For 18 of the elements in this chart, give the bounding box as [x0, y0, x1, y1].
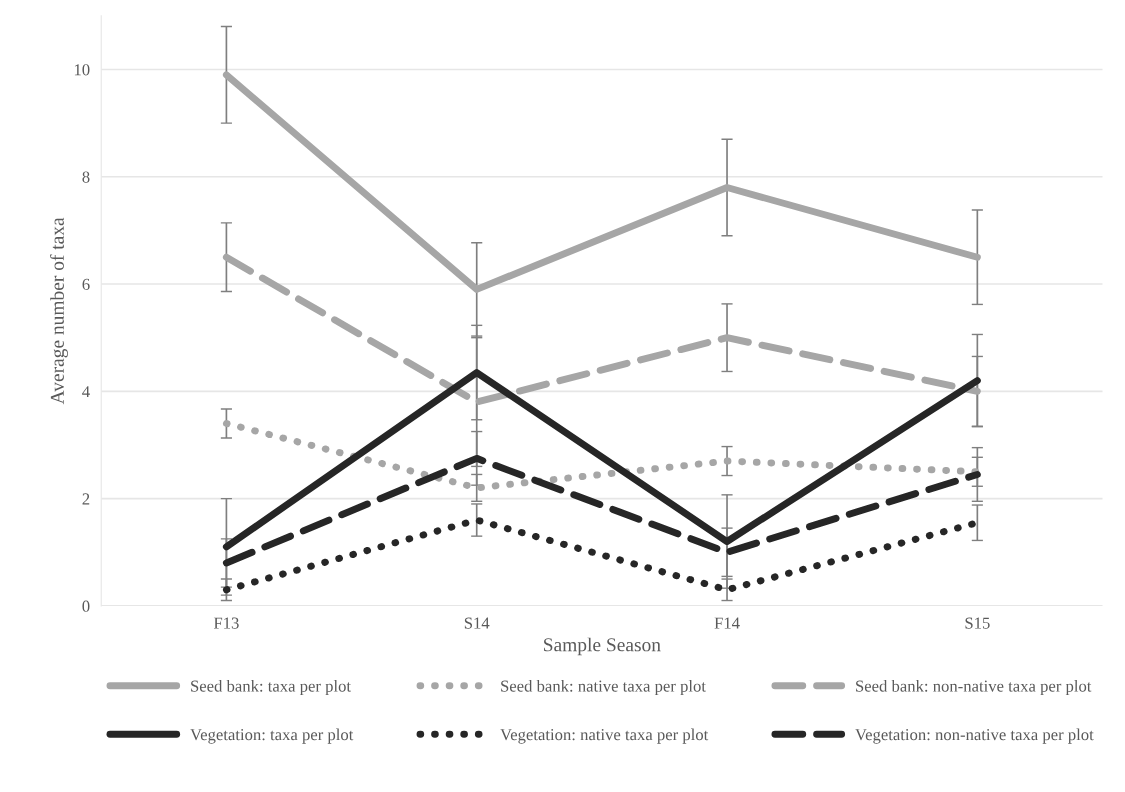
- x-tick-label: F13: [213, 617, 239, 629]
- x-tick-label: S14: [464, 617, 490, 629]
- y-tick-label: 10: [74, 64, 90, 76]
- legend-label: Vegetation: taxa per plot: [190, 728, 354, 744]
- y-tick-label: 0: [82, 600, 90, 612]
- y-axis-title: Average number of taxa: [50, 217, 68, 405]
- y-tick-label: 2: [82, 493, 90, 505]
- y-tick-label: 4: [82, 386, 90, 398]
- legend-label: Vegetation: non-native taxa per plot: [855, 728, 1094, 744]
- legend-label: Seed bank: native taxa per plot: [501, 679, 706, 696]
- x-tick-label: S15: [965, 617, 990, 629]
- legend-label: Vegetation: native taxa per plot: [500, 728, 709, 744]
- y-tick-label: 8: [82, 171, 90, 183]
- y-tick-label: 6: [82, 278, 90, 290]
- x-tick-label: F14: [714, 617, 740, 629]
- x-axis-title: Sample Season: [544, 637, 661, 656]
- legend-label: Seed bank: non-native taxa per plot: [856, 679, 1092, 696]
- legend-label: Seed bank: taxa per plot: [191, 679, 351, 696]
